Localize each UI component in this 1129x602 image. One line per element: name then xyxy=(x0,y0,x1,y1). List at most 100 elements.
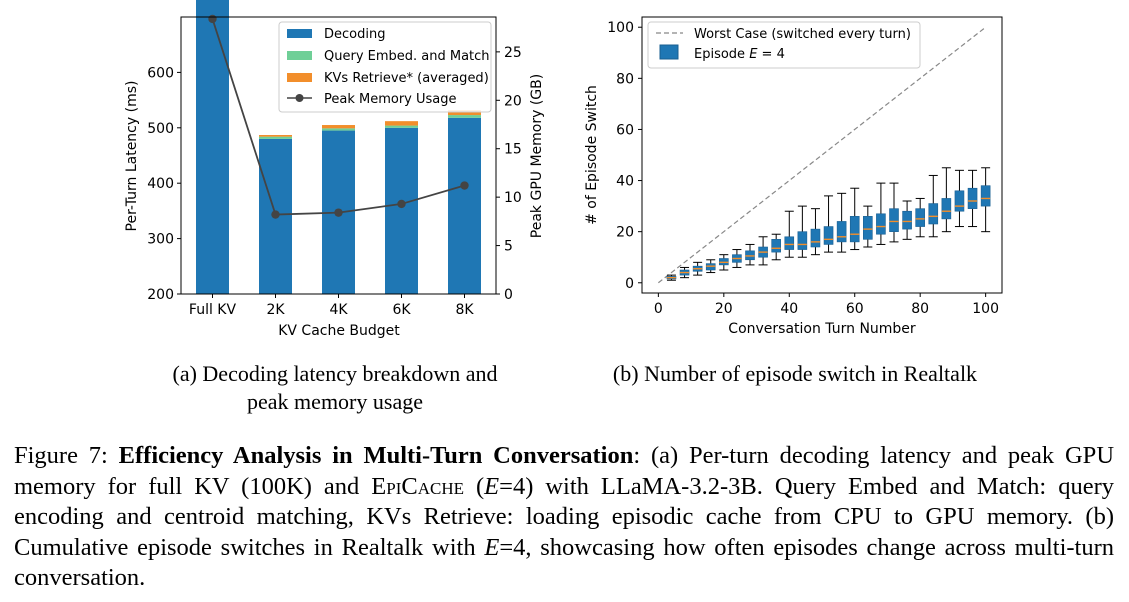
legend-swatch-episode xyxy=(659,44,679,60)
bar-kvs-retrieve-8k xyxy=(448,110,481,116)
box-76 xyxy=(902,210,912,230)
legend-label-query-embed: Query Embed. and Match xyxy=(324,49,490,64)
figure-caption-text-2: ( xyxy=(464,472,485,500)
b-y-tick-label-40: 40 xyxy=(616,174,634,190)
b-x-tick-label-60: 60 xyxy=(846,301,864,317)
x-tick-label-3: 6K xyxy=(392,302,411,318)
chart-a-y-axis: 200 300 400 500 600 xyxy=(147,65,181,303)
y-tick-label-400: 400 xyxy=(147,176,174,192)
chart-a-legend: Decoding Query Embed. and Match KVs Retr… xyxy=(278,21,492,113)
x-tick-label-4: 8K xyxy=(455,302,474,318)
y-right-tick-label-5: 5 xyxy=(504,239,513,255)
b-x-tick-label-20: 20 xyxy=(715,301,733,317)
b-y-tick-label-20: 20 xyxy=(616,225,634,241)
variable-e: E xyxy=(484,472,500,500)
figure-label: Figure 7: xyxy=(14,442,119,469)
peak-memory-point-2 xyxy=(334,208,343,217)
chart-a: 200 300 400 500 600 0 5 10 15 20 25 Full KV 2K 4K 6K… xyxy=(124,0,545,339)
legend-label-peak-memory: Peak Memory Usage xyxy=(324,92,457,107)
bar-query-embed-8k xyxy=(448,115,481,118)
b-x-tick-label-40: 40 xyxy=(780,301,798,317)
peak-memory-point-1 xyxy=(271,210,280,219)
chart-a-y-axis-right: 0 5 10 15 20 25 xyxy=(496,45,522,303)
bar-query-embed-6k xyxy=(385,125,418,128)
chart-a-ylabel-right: Peak GPU Memory (GB) xyxy=(529,74,545,238)
box-96 xyxy=(967,187,978,209)
bar-decoding-full-kv xyxy=(196,0,229,294)
b-x-tick-label-80: 80 xyxy=(911,301,929,317)
figure-caption-text-4: =4, showcasing how often episodes change… xyxy=(14,533,1114,592)
figure-caption-text-1: : (a) Per-turn decoding latency and peak… xyxy=(14,442,1115,500)
box-64 xyxy=(863,216,873,240)
b-y-tick-label-80: 80 xyxy=(616,71,634,87)
peak-memory-point-3 xyxy=(397,199,406,209)
b-y-tick-label-100: 100 xyxy=(607,20,634,36)
bar-decoding-8k xyxy=(448,117,481,294)
y-right-tick-label-25: 25 xyxy=(504,45,522,61)
caption-b: (b) Number of episode switch in Realtalk xyxy=(612,361,978,386)
chart-b-ylabel: # of Episode Switch xyxy=(584,85,600,225)
chart-b: 0 20 40 60 80 100 0 20 40 60 80 100 Conversation T… xyxy=(584,16,1003,337)
y-right-tick-label-20: 20 xyxy=(504,93,522,109)
bar-query-embed-4k xyxy=(322,128,355,131)
chart-b-boxes xyxy=(666,167,991,281)
chart-a-ylabel: Per-Turn Latency (ms) xyxy=(124,81,140,232)
chart-b-plot-frame xyxy=(641,16,1003,294)
box-52 xyxy=(823,226,834,245)
chart-a-bars xyxy=(196,0,481,294)
figure-caption-text-3: =4) with LLaMA-3.2-3B. Query Embed and M… xyxy=(14,472,1114,561)
bar-query-embed-2k xyxy=(259,136,292,139)
chart-b-xlabel: Conversation Turn Number xyxy=(728,321,916,337)
method-name: EpiCache xyxy=(371,472,464,500)
y-tick-label-600: 600 xyxy=(147,65,174,81)
bar-decoding-6k xyxy=(385,127,418,294)
y-right-tick-label-10: 10 xyxy=(504,190,522,206)
x-tick-label-0: Full KV xyxy=(189,302,237,318)
bar-kvs-retrieve-2k xyxy=(259,135,292,137)
box-100 xyxy=(980,185,991,207)
bar-kvs-retrieve-4k xyxy=(322,125,355,129)
chart-a-xlabel: KV Cache Budget xyxy=(278,323,400,339)
legend-marker-peak-memory xyxy=(295,94,304,102)
legend-label-decoding: Decoding xyxy=(324,27,385,42)
legend-swatch-decoding xyxy=(287,29,312,38)
box-92 xyxy=(954,190,965,212)
box-84 xyxy=(928,203,939,225)
caption-a-line1: (a) Decoding latency breakdown and xyxy=(172,361,498,386)
legend-label-episode: Episode E = 4 xyxy=(694,47,785,62)
box-60 xyxy=(849,216,860,243)
x-tick-label-1: 2K xyxy=(266,302,285,318)
box-48 xyxy=(810,228,821,248)
variable-e-2: E xyxy=(484,533,500,561)
chart-b-x-axis: 0 20 40 60 80 100 xyxy=(654,293,999,317)
b-y-tick-label-60: 60 xyxy=(616,122,634,138)
chart-b-worst-case-line xyxy=(657,26,987,284)
y-right-tick-label-15: 15 xyxy=(504,142,522,158)
b-y-tick-label-0: 0 xyxy=(625,276,634,292)
legend-label-kvs-retrieve: KVs Retrieve* (averaged) xyxy=(324,71,489,86)
box-56 xyxy=(836,221,847,243)
legend-swatch-kvs-retrieve xyxy=(287,73,312,82)
box-80 xyxy=(915,208,925,227)
bar-kvs-retrieve-6k xyxy=(385,121,418,126)
caption-a-line2: peak memory usage xyxy=(247,389,423,414)
y-right-tick-label-0: 0 xyxy=(504,287,513,303)
figure-caption: Figure 7: Efficiency Analysis in Multi-T… xyxy=(14,441,1114,594)
box-68 xyxy=(876,213,886,235)
chart-b-legend: Worst Case (switched every turn) Episode… xyxy=(647,21,921,69)
figure-title: Efficiency Analysis in Multi-Turn Conver… xyxy=(118,442,634,469)
box-88 xyxy=(941,198,952,220)
caption-a: (a) Decoding latency breakdown and peak … xyxy=(135,360,535,416)
peak-memory-point-4 xyxy=(460,181,469,190)
box-36 xyxy=(771,239,781,253)
b-x-tick-label-100: 100 xyxy=(972,301,999,317)
legend-label-worst-case: Worst Case (switched every turn) xyxy=(694,27,911,42)
legend-swatch-query-embed xyxy=(287,51,312,60)
y-tick-label-200: 200 xyxy=(147,287,174,303)
box-72 xyxy=(889,208,899,232)
chart-a-x-axis: Full KV 2K 4K 6K 8K xyxy=(189,294,474,318)
box-40 xyxy=(784,236,795,250)
chart-b-y-axis: 0 20 40 60 80 100 xyxy=(607,20,642,292)
chart-a-peak-memory-line xyxy=(208,14,469,219)
box-44 xyxy=(797,231,808,250)
